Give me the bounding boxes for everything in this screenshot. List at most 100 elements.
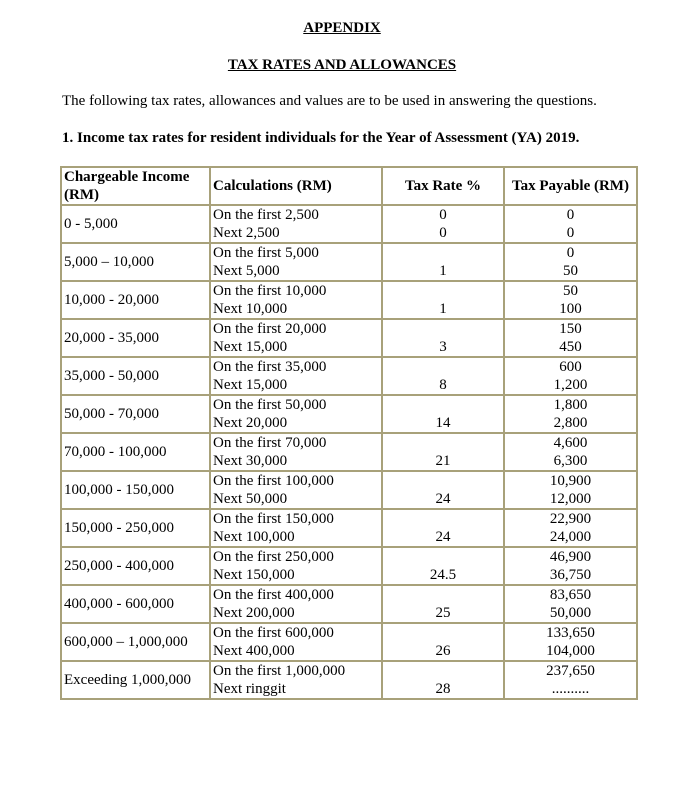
tax-payable-cell-line: 100 [559, 301, 582, 317]
tax-rate-cell-line [385, 510, 501, 528]
calculations-cell-line: Next 100,000 [213, 529, 295, 545]
tax-payable-cell-line: 50 [563, 263, 578, 279]
calculations-cell-line: On the first 10,000 [213, 283, 327, 299]
tax-rate-cell-line: 3 [439, 339, 447, 355]
tax-payable-cell-line: 2,800 [553, 415, 588, 431]
calculations-cell: On the first 50,000 Next 20,000 [209, 394, 383, 434]
calculations-cell-line: On the first 5,000 [213, 245, 319, 261]
tax-rate-cell: 3 [381, 318, 505, 358]
tax-payable-cell: 150 450 [503, 318, 638, 358]
calculations-cell: On the first 70,000 Next 30,000 [209, 432, 383, 472]
tax-rate-cell-line [385, 320, 501, 338]
tax-payable-cell: 237,650.......... [503, 660, 638, 700]
header-calculations: Calculations (RM) [209, 166, 383, 206]
chargeable-income-cell-line: 100,000 - 150,000 [64, 482, 174, 498]
calculations-cell-line: Next ringgit [213, 681, 286, 697]
tax-rate-cell-line: 8 [439, 377, 447, 393]
table-row: 50,000 - 70,000 On the first 50,000 Next 2… [60, 394, 638, 434]
tax-rate-cell-line [385, 282, 501, 300]
tax-payable-cell-line: 0 [566, 207, 575, 223]
chargeable-income-cell-line: 20,000 - 35,000 [64, 330, 159, 346]
chargeable-income-cell-line: 400,000 - 600,000 [64, 596, 174, 612]
tax-payable-cell-line: 104,000 [546, 643, 595, 659]
table-row: 250,000 - 400,000 On the first 250,000 Nex… [60, 546, 638, 586]
tax-rate-cell: 1 [381, 280, 505, 320]
chargeable-income-cell: 250,000 - 400,000 [60, 546, 211, 586]
appendix-heading: APPENDIX [303, 20, 381, 36]
tax-rate-cell-line: 0 [439, 225, 447, 241]
table-row: 35,000 - 50,000 On the first 35,000 Next 1… [60, 356, 638, 396]
calculations-cell-line: On the first 35,000 [213, 359, 327, 375]
calculations-cell-line: Next 2,500 [213, 225, 280, 241]
tax-rate-cell-line: 24 [435, 529, 451, 545]
calculations-cell-line: On the first 1,000,000 [213, 663, 346, 679]
tax-rate-cell-line [385, 586, 501, 604]
table-row: 150,000 - 250,000 On the first 150,000 Nex… [60, 508, 638, 548]
calculations-cell: On the first 150,000 Next 100,000 [209, 508, 383, 548]
tax-payable-cell-line: 50,000 [549, 605, 592, 621]
tax-payable-cell: 600 1,200 [503, 356, 638, 396]
calculations-cell-line: On the first 20,000 [213, 321, 327, 337]
tax-payable-cell-line: 22,900 [549, 511, 592, 527]
tax-rate-cell-line: 0 [439, 207, 447, 223]
chargeable-income-cell: 10,000 - 20,000 [60, 280, 211, 320]
chargeable-income-cell-line: 10,000 - 20,000 [64, 292, 159, 308]
header-chargeable-income: Chargeable Income (RM) [60, 166, 211, 206]
calculations-cell-line: On the first 400,000 [213, 587, 334, 603]
section-heading: 1. Income tax rates for resident individ… [62, 130, 580, 146]
table-row: 10,000 - 20,000 On the first 10,000 Next 1… [60, 280, 638, 320]
calculations-cell: On the first 35,000 Next 15,000 [209, 356, 383, 396]
calculations-cell: On the first 100,000 Next 50,000 [209, 470, 383, 510]
calculations-cell-line: Next 10,000 [213, 301, 288, 317]
calculations-cell-line: Next 15,000 [213, 377, 288, 393]
tax-rate-cell-line: 1 [439, 301, 447, 317]
tax-payable-cell: 46,900 36,750 [503, 546, 638, 586]
table-header-row: Chargeable Income (RM) Calculations (RM)… [60, 166, 638, 206]
header-tax-payable: Tax Payable (RM) [503, 166, 638, 206]
calculations-cell-line: Next 50,000 [213, 491, 288, 507]
tax-rate-cell-line [385, 548, 501, 566]
table-row: 600,000 – 1,000,000 On the first 600,000 N… [60, 622, 638, 662]
tax-payable-cell: 133,650 104,000 [503, 622, 638, 662]
tax-rate-cell-line: 1 [439, 263, 447, 279]
tax-rate-cell: 21 [381, 432, 505, 472]
table-row: 70,000 - 100,000 On the first 70,000 Next … [60, 432, 638, 472]
calculations-cell-line: On the first 250,000 [213, 549, 334, 565]
chargeable-income-cell: 100,000 - 150,000 [60, 470, 211, 510]
tax-payable-cell-line: 133,650 [546, 625, 595, 641]
tax-payable-cell: 22,900 24,000 [503, 508, 638, 548]
tax-rate-cell: 24.5 [381, 546, 505, 586]
chargeable-income-cell: 150,000 - 250,000 [60, 508, 211, 548]
calculations-cell-line: Next 200,000 [213, 605, 295, 621]
calculations-cell-line: Next 400,000 [213, 643, 295, 659]
table-row: Exceeding 1,000,000 On the first 1,000,00… [60, 660, 638, 700]
calculations-cell: On the first 10,000 Next 10,000 [209, 280, 383, 320]
tax-rate-cell-line: 14 [435, 415, 451, 431]
calculations-cell: On the first 20,000 Next 15,000 [209, 318, 383, 358]
chargeable-income-cell: 0 - 5,000 [60, 204, 211, 244]
tax-rate-cell-line [385, 434, 501, 452]
chargeable-income-cell-line: 50,000 - 70,000 [64, 406, 159, 422]
tax-payable-cell: 1,800 2,800 [503, 394, 638, 434]
tax-payable-cell: 83,650 50,000 [503, 584, 638, 624]
chargeable-income-cell-line: 600,000 – 1,000,000 [64, 634, 188, 650]
tax-rate-cell-line: 21 [435, 453, 451, 469]
chargeable-income-cell-line: 0 - 5,000 [64, 216, 118, 232]
chargeable-income-cell-line: 150,000 - 250,000 [64, 520, 174, 536]
tax-rate-cell-line [385, 624, 501, 642]
calculations-cell-line: Next 5,000 [213, 263, 280, 279]
tax-payable-cell: 0 50 [503, 242, 638, 282]
chargeable-income-cell-line: 35,000 - 50,000 [64, 368, 159, 384]
table-row: 0 - 5,000 On the first 2,500 Next 2,500 0 0 0… [60, 204, 638, 244]
tax-payable-cell-line: .......... [551, 681, 590, 697]
chargeable-income-cell: 5,000 – 10,000 [60, 242, 211, 282]
calculations-cell-line: Next 15,000 [213, 339, 288, 355]
chargeable-income-cell: 70,000 - 100,000 [60, 432, 211, 472]
tax-rate-cell: 25 [381, 584, 505, 624]
tax-payable-cell-line: 36,750 [549, 567, 592, 583]
calculations-cell-line: On the first 70,000 [213, 435, 327, 451]
tax-rate-cell-line: 24.5 [429, 567, 457, 583]
chargeable-income-cell: 20,000 - 35,000 [60, 318, 211, 358]
